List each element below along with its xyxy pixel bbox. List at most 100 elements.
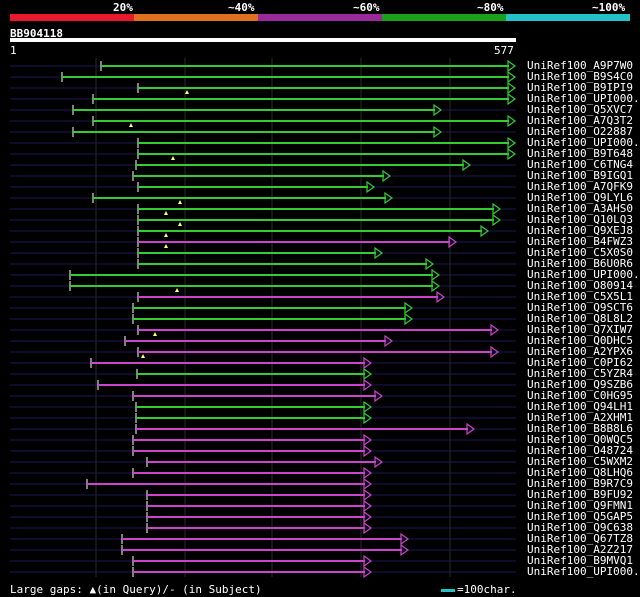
hit-arrow-icon (366, 180, 376, 194)
hit-label[interactable]: UniRef100_Q9FMN1 (527, 499, 633, 512)
hit-label[interactable]: UniRef100_A7QFK9 (527, 180, 633, 193)
hit-arrow-icon (382, 169, 392, 183)
hit-label[interactable]: UniRef100_Q8L8L2 (527, 312, 633, 325)
hit-label[interactable]: UniRef100_Q0WQC5 (527, 433, 633, 446)
hit-label[interactable]: UniRef100_C6TNG4 (527, 158, 633, 171)
hit-label[interactable]: UniRef100_Q94LH1 (527, 400, 633, 413)
hit-arrow-icon (363, 477, 373, 491)
hit-label[interactable]: UniRef100_UPI000.. (527, 565, 640, 578)
band-80 (382, 14, 506, 21)
scale-legend: =100char. (441, 583, 517, 596)
hit-arrow-icon (363, 411, 373, 425)
hit-arrow-icon (507, 81, 517, 95)
hit-label[interactable]: UniRef100_O22887 (527, 125, 633, 138)
hit-arrow-icon (431, 268, 441, 282)
query-gap-marker-icon (185, 90, 189, 94)
hit-arrow-icon (374, 246, 384, 260)
hit-label[interactable]: UniRef100_B9IPI9 (527, 81, 633, 94)
hit-arrow-icon (363, 367, 373, 381)
gaps-legend-text: Large gaps: ▲(in Query)/- (in Subject) (10, 583, 262, 596)
query-gap-marker-icon (178, 222, 182, 226)
hit-label[interactable]: UniRef100_Q8LHQ6 (527, 466, 633, 479)
hit-label[interactable]: UniRef100_Q0DHC5 (527, 334, 633, 347)
query-name: BB904118 (10, 27, 63, 40)
hit-arrow-icon (363, 499, 373, 513)
hit-arrow-icon (507, 136, 517, 150)
hit-label[interactable]: UniRef100_A9P7W0 (527, 59, 633, 72)
hit-label[interactable]: UniRef100_A2XHM1 (527, 411, 633, 424)
hit-arrow-icon (433, 103, 443, 117)
hit-arrow-icon (363, 488, 373, 502)
hit-label[interactable]: UniRef100_Q9SCT6 (527, 301, 633, 314)
hit-label[interactable]: UniRef100_O80914 (527, 279, 633, 292)
hit-label[interactable]: UniRef100_B9FU92 (527, 488, 633, 501)
query-gap-marker-icon (153, 332, 157, 336)
hit-label[interactable]: UniRef100_C5X5L1 (527, 290, 633, 303)
hit-label[interactable]: UniRef100_C5WXM2 (527, 455, 633, 468)
hit-label[interactable]: UniRef100_B8B8L6 (527, 422, 633, 435)
hit-arrow-icon (507, 59, 517, 73)
hit-label[interactable]: UniRef100_B9S4C0 (527, 70, 633, 83)
scale-label-20: 20% (113, 1, 133, 14)
query-bar (10, 38, 516, 42)
hit-label[interactable]: UniRef100_UPI000.. (527, 136, 640, 149)
scale-label-80: ~80% (477, 1, 504, 14)
hit-label[interactable]: UniRef100_O48724 (527, 444, 633, 457)
hit-arrow-icon (400, 543, 410, 557)
hit-label[interactable]: UniRef100_Q10LQ3 (527, 213, 633, 226)
query-gap-marker-icon (164, 233, 168, 237)
query-gap-marker-icon (141, 354, 145, 358)
hit-label[interactable]: UniRef100_A2Z217 (527, 543, 633, 556)
hit-label[interactable]: UniRef100_A7Q3T2 (527, 114, 633, 127)
hit-label[interactable]: UniRef100_B4FWZ3 (527, 235, 633, 248)
hit-arrow-icon (363, 521, 373, 535)
hit-arrow-icon (507, 114, 517, 128)
query-end: 577 (494, 44, 514, 57)
hit-arrow-icon (448, 235, 458, 249)
hit-label[interactable]: UniRef100_UPI000.. (527, 92, 640, 105)
hit-label[interactable]: UniRef100_Q9C638 (527, 521, 633, 534)
hit-label[interactable]: UniRef100_C5YZR4 (527, 367, 633, 380)
hit-arrow-icon (384, 191, 394, 205)
hit-label[interactable]: UniRef100_C5X0S0 (527, 246, 633, 259)
hit-label[interactable]: UniRef100_A3AHS0 (527, 202, 633, 215)
hit-label[interactable]: UniRef100_Q9XEJ8 (527, 224, 633, 237)
hit-label[interactable]: UniRef100_Q7XIW7 (527, 323, 633, 336)
hit-label[interactable]: UniRef100_Q5GAP5 (527, 510, 633, 523)
hit-label[interactable]: UniRef100_Q5XVC7 (527, 103, 633, 116)
scale-label-100: ~100% (592, 1, 626, 14)
hit-arrow-icon (363, 510, 373, 524)
hit-label[interactable]: UniRef100_B9R7C9 (527, 477, 633, 490)
query-gap-marker-icon (175, 288, 179, 292)
hit-arrow-icon (400, 532, 410, 546)
hit-label[interactable]: UniRef100_B9MVQ1 (527, 554, 633, 567)
hit-label[interactable]: UniRef100_B6U0R6 (527, 257, 633, 270)
hit-arrow-icon (492, 202, 502, 216)
hit-arrow-icon (404, 312, 414, 326)
hit-arrow-icon (363, 565, 373, 579)
hit-arrow-icon (363, 400, 373, 414)
hit-arrow-icon (433, 125, 443, 139)
scale-legend-bar (441, 588, 455, 592)
hit-label[interactable]: UniRef100_UPI000.. (527, 268, 640, 281)
hit-label[interactable]: UniRef100_Q67TZ8 (527, 532, 633, 545)
hit-label[interactable]: UniRef100_Q9LYL6 (527, 191, 633, 204)
hit-arrow-icon (363, 378, 373, 392)
hit-label[interactable]: UniRef100_B9T648 (527, 147, 633, 160)
hit-label[interactable]: UniRef100_B9IGQ1 (527, 169, 633, 182)
hit-label[interactable]: UniRef100_Q9SZB6 (527, 378, 633, 391)
scale-label-40: ~40% (228, 1, 255, 14)
hit-arrow-icon (462, 158, 472, 172)
hit-label[interactable]: UniRef100_C0HG95 (527, 389, 633, 402)
query-gap-marker-icon (164, 211, 168, 215)
band-100 (506, 14, 630, 21)
query-start: 1 (10, 44, 17, 57)
hit-arrow-icon (384, 334, 394, 348)
hit-label[interactable]: UniRef100_C0PI62 (527, 356, 633, 369)
hit-label[interactable]: UniRef100_A2YPX6 (527, 345, 633, 358)
hit-arrow-icon (490, 345, 500, 359)
band-60 (258, 14, 382, 21)
scale-label-60: ~60% (353, 1, 380, 14)
query-gap-marker-icon (178, 200, 182, 204)
